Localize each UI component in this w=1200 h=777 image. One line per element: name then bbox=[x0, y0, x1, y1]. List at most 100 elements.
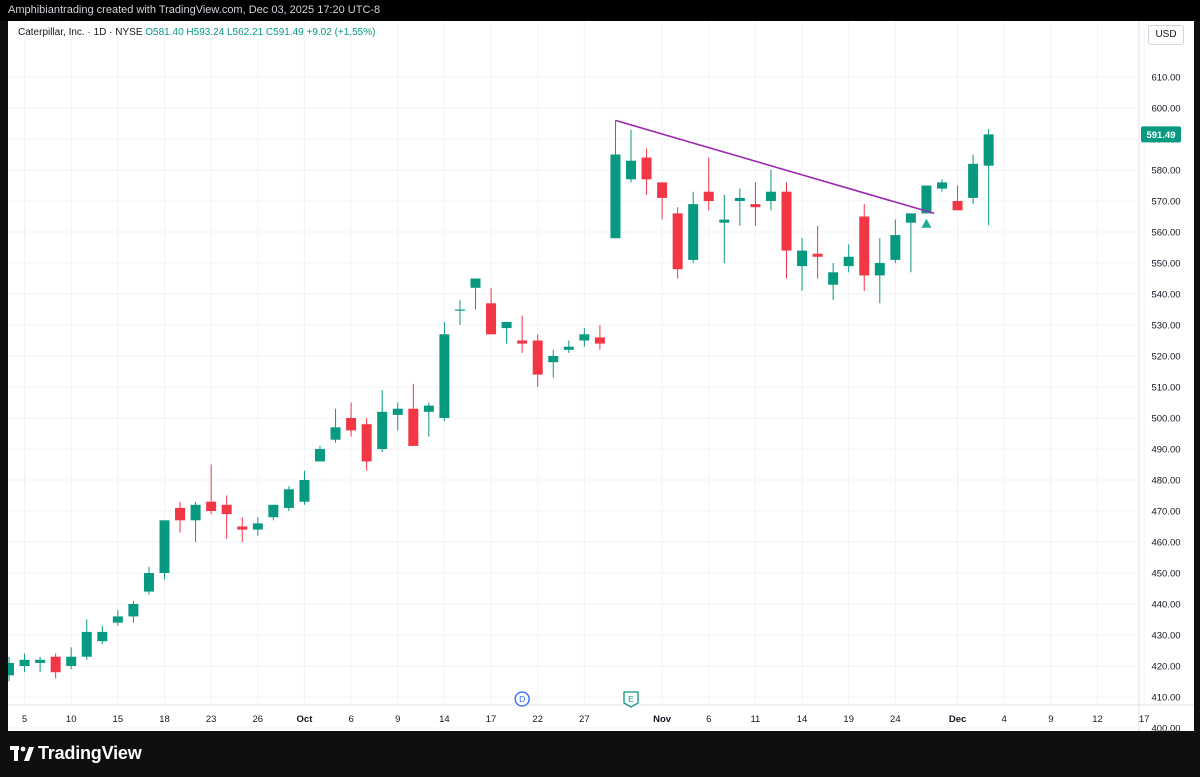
footer bbox=[0, 731, 1200, 777]
event-marker-label: E bbox=[628, 694, 634, 704]
tradingview-logo-icon bbox=[10, 746, 34, 761]
candle-body bbox=[128, 604, 139, 617]
candle-body bbox=[719, 219, 730, 223]
candle-body bbox=[361, 424, 372, 462]
candle-body bbox=[672, 213, 683, 270]
candle-body bbox=[765, 191, 776, 201]
y-tick-label: 420.00 bbox=[1151, 662, 1180, 673]
x-tick-label: 9 bbox=[395, 714, 400, 725]
candle-body bbox=[921, 185, 932, 214]
drawings[interactable] bbox=[615, 119, 935, 228]
last-price-label: 591.49 bbox=[1146, 130, 1175, 141]
x-tick-label: 14 bbox=[439, 714, 450, 725]
x-tick-label: 4 bbox=[1002, 714, 1007, 725]
x-tick-label: 5 bbox=[22, 714, 27, 725]
currency-button[interactable]: USD bbox=[1148, 25, 1184, 45]
candle-body bbox=[206, 501, 217, 511]
candle-body bbox=[143, 573, 154, 592]
x-tick-label: 27 bbox=[579, 714, 590, 725]
symbol-name[interactable]: Caterpillar, Inc. · 1D · NYSE bbox=[18, 27, 143, 38]
y-tick-label: 540.00 bbox=[1151, 290, 1180, 301]
candle-body bbox=[66, 656, 77, 666]
candle-body bbox=[81, 631, 92, 657]
y-tick-label: 530.00 bbox=[1151, 321, 1180, 332]
candle-body bbox=[97, 631, 108, 642]
candle-body bbox=[579, 334, 590, 341]
candle-body bbox=[812, 253, 823, 257]
x-tick-label: 17 bbox=[486, 714, 497, 725]
candle-body bbox=[190, 504, 201, 521]
candle-body bbox=[983, 134, 994, 166]
y-tick-label: 610.00 bbox=[1151, 73, 1180, 84]
candle-body bbox=[112, 616, 123, 623]
y-tick-label: 490.00 bbox=[1151, 445, 1180, 456]
x-tick-label: 15 bbox=[113, 714, 124, 725]
x-tick-label: 14 bbox=[797, 714, 808, 725]
candle-body bbox=[657, 182, 668, 198]
x-tick-label: Oct bbox=[297, 714, 314, 725]
candle-body bbox=[159, 520, 170, 573]
y-tick-label: 480.00 bbox=[1151, 476, 1180, 487]
candle-body bbox=[734, 197, 745, 201]
candle-body bbox=[408, 408, 419, 446]
symbol-legend[interactable]: Caterpillar, Inc. · 1D · NYSE O581.40 H5… bbox=[18, 27, 375, 38]
candle-body bbox=[268, 504, 279, 518]
x-tick-label: 17 bbox=[1139, 714, 1150, 725]
trendline[interactable] bbox=[615, 119, 935, 215]
candle-body bbox=[937, 182, 947, 189]
y-tick-label: 500.00 bbox=[1151, 414, 1180, 425]
candle-body bbox=[346, 418, 357, 431]
x-tick-label: 9 bbox=[1048, 714, 1053, 725]
y-tick-label: 400.00 bbox=[1151, 724, 1180, 732]
x-tick-label: 10 bbox=[66, 714, 77, 725]
event-marker-label: D bbox=[519, 694, 525, 704]
candle-body bbox=[283, 489, 294, 508]
candle-body bbox=[377, 411, 388, 449]
candle-body bbox=[454, 309, 465, 311]
y-tick-label: 570.00 bbox=[1151, 197, 1180, 208]
candle-body bbox=[781, 191, 792, 251]
y-tick-label: 600.00 bbox=[1151, 104, 1180, 115]
candle-body bbox=[35, 659, 46, 663]
earnings-event-marker[interactable] bbox=[623, 691, 639, 708]
candle-body bbox=[797, 250, 808, 267]
y-tick-label: 450.00 bbox=[1151, 569, 1180, 580]
candle-body bbox=[610, 154, 621, 239]
chart-panel[interactable]: 400.00 410.00 420.00 430.00 440.00 450.00 460.… bbox=[8, 21, 1194, 731]
candle-body bbox=[750, 204, 761, 208]
dividend-event-marker[interactable] bbox=[514, 691, 530, 707]
candle-body bbox=[439, 334, 450, 418]
x-tick-label: Nov bbox=[653, 714, 672, 725]
y-tick-label: 470.00 bbox=[1151, 507, 1180, 518]
candle-body bbox=[330, 427, 341, 440]
x-tick-label: 6 bbox=[706, 714, 711, 725]
x-tick-label: 12 bbox=[1092, 714, 1103, 725]
candle-body bbox=[703, 191, 714, 201]
x-tick-label: 26 bbox=[253, 714, 264, 725]
candle-body bbox=[237, 526, 248, 530]
candle-body bbox=[175, 507, 186, 521]
candle-body bbox=[315, 449, 325, 462]
candle-body bbox=[874, 263, 885, 276]
ohlc-values: O581.40 H593.24 L562.21 C591.49 +9.02 (+… bbox=[145, 27, 376, 38]
candle-body bbox=[470, 278, 481, 288]
candle-body bbox=[594, 337, 605, 344]
y-tick-label: 460.00 bbox=[1151, 538, 1180, 549]
candle-body bbox=[890, 235, 901, 260]
candle-body bbox=[392, 408, 403, 415]
y-tick-label: 510.00 bbox=[1151, 383, 1180, 394]
candle-body bbox=[423, 405, 434, 412]
y-tick-label: 580.00 bbox=[1151, 166, 1180, 177]
time-axis[interactable]: 5 10 15 18 23 26 Oct 6 9 14 17 22 27 Nov 6 11 14 19 24 Dec 4… bbox=[22, 714, 1150, 725]
y-tick-label: 440.00 bbox=[1151, 600, 1180, 611]
chart-caption-bar: Amphibiantrading created with TradingVie… bbox=[0, 0, 1200, 21]
tradingview-brand[interactable]: TradingView bbox=[38, 743, 142, 763]
price-axis[interactable]: 400.00 410.00 420.00 430.00 440.00 450.00 460.… bbox=[1141, 73, 1181, 732]
candle-body bbox=[252, 523, 263, 530]
candle-body bbox=[548, 356, 559, 363]
candle-body bbox=[626, 160, 636, 180]
x-tick-label: 18 bbox=[159, 714, 170, 725]
x-tick-label: Dec bbox=[949, 714, 966, 725]
price-chart[interactable]: 400.00 410.00 420.00 430.00 440.00 450.00 460.… bbox=[8, 21, 1194, 731]
